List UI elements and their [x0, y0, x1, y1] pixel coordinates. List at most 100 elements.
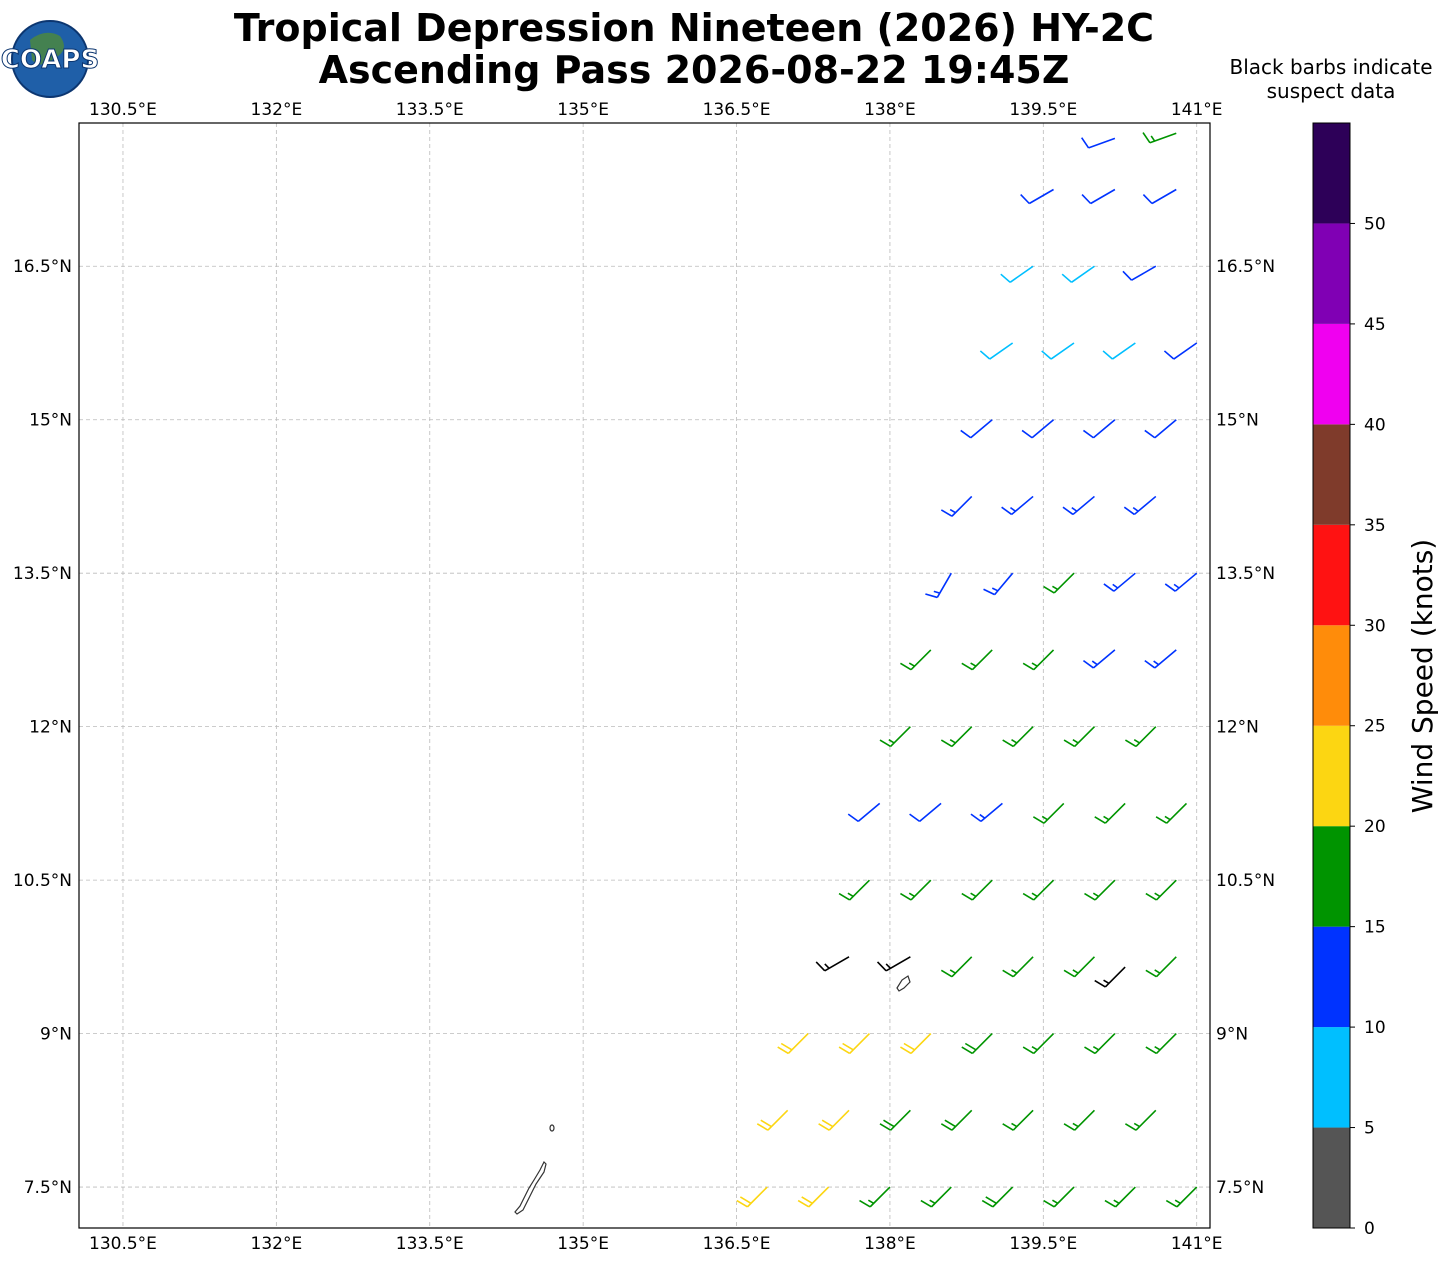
- y-tick-label: 7.5°N: [24, 1178, 72, 1198]
- wind-barb: [940, 495, 973, 517]
- y-tick-label: 12°N: [1216, 718, 1259, 738]
- wind-barb: [940, 1109, 973, 1131]
- x-tick-label: 135°E: [557, 1234, 609, 1254]
- wind-barb: [1022, 1033, 1055, 1055]
- y-tick-label: 10.5°N: [1216, 871, 1275, 891]
- colorbar-tick-label: 0: [1364, 1219, 1375, 1239]
- wind-barb: [815, 956, 850, 972]
- wind-barb: [777, 1033, 809, 1055]
- wind-barb: [876, 956, 911, 972]
- colorbar-bin: [1313, 725, 1350, 827]
- wind-barb: [1043, 572, 1075, 594]
- wind-barb: [1084, 879, 1116, 901]
- wind-barb: [909, 802, 942, 823]
- wind-barb: [1022, 879, 1055, 901]
- wind-barb: [838, 1033, 871, 1055]
- y-tick-label: 16.5°N: [1216, 257, 1275, 277]
- y-tick-label: 7.5°N: [1216, 1178, 1264, 1198]
- wind-barb: [1063, 1109, 1096, 1131]
- colorbar-bin: [1313, 524, 1350, 626]
- x-tick-label: 135°E: [557, 100, 609, 120]
- wind-barb: [1124, 726, 1157, 748]
- y-tick-label: 12°N: [29, 718, 72, 738]
- x-tick-label: 139.5°E: [1009, 100, 1077, 120]
- wind-barb: [1102, 342, 1136, 360]
- wind-barb: [1061, 265, 1095, 283]
- x-tick-label: 133.5°E: [396, 1234, 464, 1254]
- wind-barb: [1164, 572, 1198, 592]
- colorbar-bin: [1313, 223, 1350, 324]
- wind-barb: [1001, 495, 1034, 516]
- y-tick-label: 10.5°N: [13, 871, 72, 891]
- wind-barb: [1094, 802, 1126, 824]
- wind-barb: [925, 572, 952, 599]
- wind-barb: [1002, 1109, 1034, 1131]
- colorbar-tick-label: 50: [1364, 214, 1386, 234]
- map-frame: [78, 122, 1211, 1229]
- land: [514, 975, 911, 1215]
- wind-barb: [1002, 726, 1034, 748]
- wind-barb: [1082, 419, 1116, 439]
- colorbar-bin: [1313, 323, 1350, 425]
- wind-barb: [970, 802, 1003, 823]
- logo-land: [30, 32, 64, 65]
- colorbar-tick-label: 15: [1364, 918, 1386, 938]
- wind-barb: [859, 1186, 891, 1208]
- wind-barb: [1145, 1033, 1177, 1055]
- wind-barb: [900, 879, 932, 901]
- wind-barb: [1082, 649, 1116, 669]
- island-yap: [896, 975, 911, 992]
- colorbar-tick-label: 25: [1364, 717, 1386, 737]
- wind-barb: [979, 342, 1014, 360]
- wind-barb: [1080, 137, 1116, 149]
- wind-barb: [1063, 726, 1096, 748]
- colorbar-bin: [1313, 424, 1350, 525]
- wind-barb: [1022, 649, 1055, 671]
- x-tick-label: 136.5°E: [703, 100, 771, 120]
- island-palau: [514, 1160, 547, 1215]
- wind-barb: [879, 1109, 911, 1131]
- wind-barb: [900, 649, 932, 671]
- wind-barb: [1084, 1033, 1116, 1055]
- wind-barb: [1142, 132, 1177, 144]
- wind-barb: [1032, 802, 1065, 824]
- wind-barb: [1123, 495, 1157, 516]
- x-tick-label: 130.5°E: [89, 1234, 157, 1254]
- wind-barb: [797, 1186, 830, 1208]
- wind-barb: [1043, 1186, 1075, 1208]
- wind-barb: [961, 649, 993, 671]
- x-tick-label: 130.5°E: [89, 100, 157, 120]
- annotation: suspect data: [1267, 79, 1396, 103]
- colorbar-tick-label: 40: [1364, 415, 1386, 435]
- wind-barb: [818, 1109, 850, 1131]
- wind-barb: [1062, 495, 1095, 516]
- wind-barb: [920, 1186, 952, 1208]
- y-tick-label: 9°N: [40, 1025, 72, 1045]
- wind-barb: [1041, 342, 1075, 360]
- x-tick-label: 141°E: [1171, 100, 1223, 120]
- wind-barb: [1063, 956, 1096, 978]
- barbs: [736, 132, 1198, 1208]
- wind-barb: [1165, 1186, 1198, 1208]
- island: [549, 1124, 555, 1132]
- colorbar-bin: [1313, 826, 1350, 927]
- wind-barb: [1081, 188, 1116, 205]
- ticks: 130.5°E 130.5°E 132°E 132°E 133.5°E 133.5°E 13…: [13, 100, 1275, 1254]
- colorbar: 0 5 10 15 20 25 30 35 40 45 50: [1312, 122, 1386, 1239]
- x-tick-label: 139.5°E: [1009, 1234, 1077, 1254]
- wind-barb: [981, 1186, 1014, 1208]
- colorbar-bin: [1313, 123, 1350, 224]
- wind-barb: [1145, 879, 1177, 901]
- y-tick-label: 13.5°N: [13, 564, 72, 584]
- wind-barb: [961, 1033, 993, 1055]
- wind-barb: [838, 879, 871, 901]
- title: Tropical Depression Nineteen (2026) HY-2…: [234, 6, 1154, 50]
- x-tick-label: 138°E: [864, 100, 916, 120]
- wind-barb: [1155, 802, 1188, 824]
- wind-barb: [1142, 188, 1177, 205]
- y-tick-label: 15°N: [29, 411, 72, 431]
- colorbar-tick-label: 35: [1364, 516, 1386, 536]
- colorbar-tick-label: 45: [1364, 315, 1386, 335]
- y-tick-label: 15°N: [1216, 411, 1259, 431]
